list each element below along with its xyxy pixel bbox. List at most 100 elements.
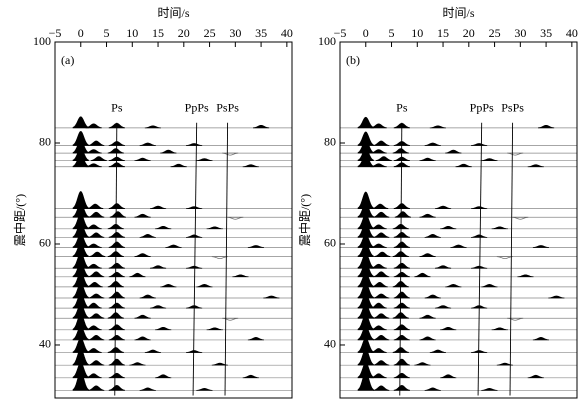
pulse [86,282,103,288]
pulse [85,348,102,353]
plot-frame [339,41,578,399]
pulse [440,225,457,230]
pulse [481,284,498,288]
pulse [373,313,390,319]
pulse [85,263,102,269]
plot-frame [54,41,293,399]
x-tick-label: −5 [49,26,62,40]
pulse [88,313,105,319]
pulse [149,205,167,209]
pulse [72,313,89,331]
pulse [419,314,436,319]
y-axis-title: 震中距/(°) [297,194,312,246]
pulse [196,284,213,288]
x-tick-label: 30 [229,26,241,40]
pulse [134,253,151,257]
pulse [357,191,374,209]
pulse [357,222,374,238]
pulse [357,262,374,278]
phase-line [399,122,403,396]
pulse [247,337,265,341]
pulse [370,224,387,230]
pulse [434,265,452,269]
y-tick-label: 40 [324,337,336,351]
pulse [393,302,410,309]
pulse [72,130,89,146]
pulse [211,362,228,366]
pulse [357,362,374,379]
pulse [72,116,89,129]
pulse [373,360,390,366]
y-tick-label: 100 [318,34,336,48]
pulse [72,243,89,257]
pulse [373,385,390,391]
x-tick-label: 20 [178,26,190,40]
pulse [357,252,374,269]
pulse [517,274,534,278]
x-axis-title: 时间/s [157,6,189,20]
y-tick-label: 60 [324,236,336,250]
pulse [160,149,177,154]
pulse [108,324,125,331]
pulse [227,216,244,220]
pulse [72,222,89,238]
pulse [357,233,374,248]
pulse [481,388,498,391]
pulse [357,139,374,154]
pulse [88,385,105,391]
pulse [72,233,89,248]
pulse [445,149,462,154]
x-tick-label: 35 [540,26,552,40]
pulse [373,232,390,238]
x-tick-label: 10 [126,26,138,40]
pulse [88,335,105,341]
pulse [419,157,436,162]
x-tick-label: 30 [514,26,526,40]
pulse [88,211,105,218]
pulse [370,163,387,168]
pulse [72,362,89,379]
phase-label: Ps [111,101,123,115]
pulse [108,385,125,391]
pulse [149,265,167,269]
pulse [108,291,125,299]
pulse [370,149,387,154]
pulse [134,157,151,162]
pulse [424,294,441,299]
pulse [481,158,498,162]
pulse [357,131,374,146]
pulse [72,370,89,391]
pulse [424,142,441,146]
pulse [129,362,146,366]
phase-label: PpPs [470,101,494,115]
pulse [357,325,374,341]
pulse [247,245,265,248]
pulse [429,125,446,129]
pulse [471,350,488,353]
pulse [357,272,374,288]
x-tick-label: −5 [334,26,347,40]
panel-label: (b) [346,53,360,67]
pulse [85,163,102,168]
pulse [85,302,102,309]
pulse [72,252,89,269]
pulse [85,149,102,154]
pulse [393,291,410,299]
pulse [108,232,125,238]
pulse [165,244,182,248]
pulse [87,203,104,209]
pulse [370,263,387,269]
pulse [373,293,390,299]
pulse [394,211,411,218]
pulse [155,326,172,331]
pulse [72,271,89,288]
pulse [507,317,524,321]
y-axis-title: 震中距/(°) [12,194,27,246]
x-tick-label: 5 [389,26,395,40]
pulse [414,362,431,366]
x-tick-label: 10 [411,26,423,40]
pulse [88,360,105,366]
x-tick-label: 20 [463,26,475,40]
pulse [107,148,124,154]
